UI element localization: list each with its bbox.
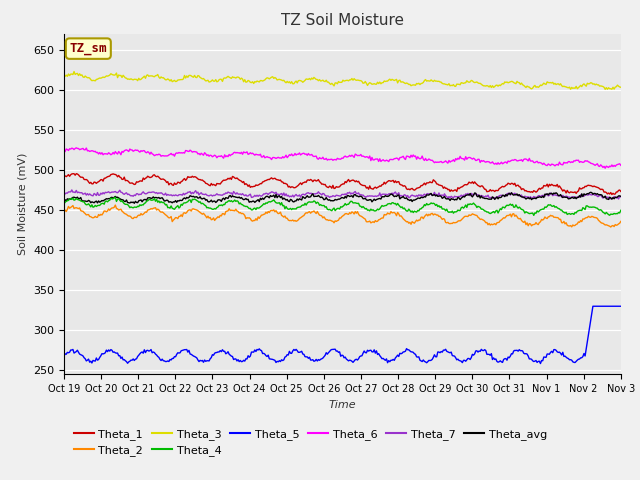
Theta_3	[606, 86, 614, 92]
Theta_4	[362, 205, 370, 211]
Theta_5	[324, 350, 332, 356]
Theta_4	[60, 201, 68, 207]
Theta_7	[60, 189, 68, 195]
Theta_4	[518, 206, 525, 212]
Theta_4	[326, 206, 333, 212]
Theta_5	[60, 353, 68, 359]
Theta_3	[617, 84, 625, 90]
Theta_4	[606, 212, 614, 218]
Line: Theta_2: Theta_2	[64, 205, 621, 227]
Theta_6	[617, 162, 625, 168]
Theta_2	[605, 223, 612, 228]
Text: TZ_sm: TZ_sm	[70, 42, 107, 55]
Theta_7	[326, 194, 333, 200]
Theta_6	[602, 165, 609, 171]
Theta_7	[329, 193, 337, 199]
Theta_3	[393, 76, 401, 82]
Theta_3	[518, 80, 525, 86]
Theta_3	[602, 86, 609, 92]
Theta_6	[362, 154, 370, 159]
Legend: Theta_1, Theta_2, Theta_3, Theta_4, Theta_5, Theta_6, Theta_7, Theta_avg: Theta_1, Theta_2, Theta_3, Theta_4, Thet…	[70, 424, 551, 460]
Line: Theta_6: Theta_6	[64, 148, 621, 168]
Theta_2	[362, 219, 370, 225]
Line: Theta_3: Theta_3	[64, 72, 621, 89]
Theta_1	[617, 189, 625, 194]
Theta_3	[329, 82, 337, 87]
Theta_4	[111, 194, 119, 200]
Theta_6	[329, 157, 337, 163]
Theta_6	[606, 163, 614, 169]
Theta_5	[392, 355, 399, 361]
Theta_avg	[606, 194, 614, 200]
Theta_6	[393, 155, 401, 161]
Theta_avg	[518, 194, 525, 200]
Theta_5	[536, 360, 544, 366]
Theta_3	[362, 81, 370, 86]
Theta_avg	[362, 197, 370, 203]
Theta_3	[326, 81, 333, 86]
Theta_6	[72, 145, 80, 151]
Theta_7	[606, 196, 614, 202]
Theta_1	[518, 187, 525, 192]
Theta_2	[607, 224, 614, 230]
Theta_2	[518, 217, 525, 223]
Theta_5	[589, 303, 596, 309]
Theta_avg	[587, 190, 595, 195]
Line: Theta_5: Theta_5	[64, 306, 621, 363]
Theta_7	[605, 194, 612, 200]
Theta_avg	[329, 198, 337, 204]
Theta_7	[362, 194, 370, 200]
Theta_1	[605, 190, 612, 196]
Line: Theta_avg: Theta_avg	[64, 192, 621, 204]
Theta_5	[328, 347, 335, 352]
Theta_4	[617, 207, 625, 213]
Theta_2	[617, 218, 625, 224]
Theta_1	[60, 174, 68, 180]
Theta_1	[393, 180, 401, 185]
Theta_5	[516, 348, 524, 354]
Theta_avg	[60, 197, 68, 203]
Theta_avg	[326, 197, 333, 203]
Line: Theta_4: Theta_4	[64, 197, 621, 216]
Y-axis label: Soil Moisture (mV): Soil Moisture (mV)	[17, 153, 28, 255]
Theta_1	[329, 182, 337, 188]
Theta_5	[617, 303, 625, 309]
Theta_1	[362, 185, 370, 191]
Theta_2	[393, 213, 401, 218]
Theta_7	[68, 187, 76, 193]
Theta_avg	[393, 193, 401, 199]
Theta_avg	[617, 193, 625, 199]
Theta_1	[72, 171, 80, 177]
X-axis label: Time: Time	[328, 400, 356, 409]
Theta_4	[329, 206, 337, 212]
Theta_1	[608, 192, 616, 197]
Theta_3	[70, 69, 78, 74]
Theta_6	[60, 148, 68, 154]
Line: Theta_1: Theta_1	[64, 174, 621, 194]
Theta_2	[111, 202, 119, 208]
Theta_7	[518, 192, 525, 198]
Theta_avg	[131, 201, 138, 206]
Theta_4	[393, 202, 401, 208]
Theta_4	[530, 213, 538, 218]
Line: Theta_7: Theta_7	[64, 190, 621, 199]
Theta_7	[393, 192, 401, 197]
Theta_7	[617, 194, 625, 200]
Theta_1	[326, 183, 333, 189]
Title: TZ Soil Moisture: TZ Soil Moisture	[281, 13, 404, 28]
Theta_2	[60, 209, 68, 215]
Theta_2	[329, 218, 337, 224]
Theta_2	[326, 217, 333, 223]
Theta_6	[518, 157, 525, 163]
Theta_3	[60, 73, 68, 79]
Theta_5	[362, 349, 369, 355]
Theta_5	[606, 303, 614, 309]
Theta_6	[326, 157, 333, 163]
